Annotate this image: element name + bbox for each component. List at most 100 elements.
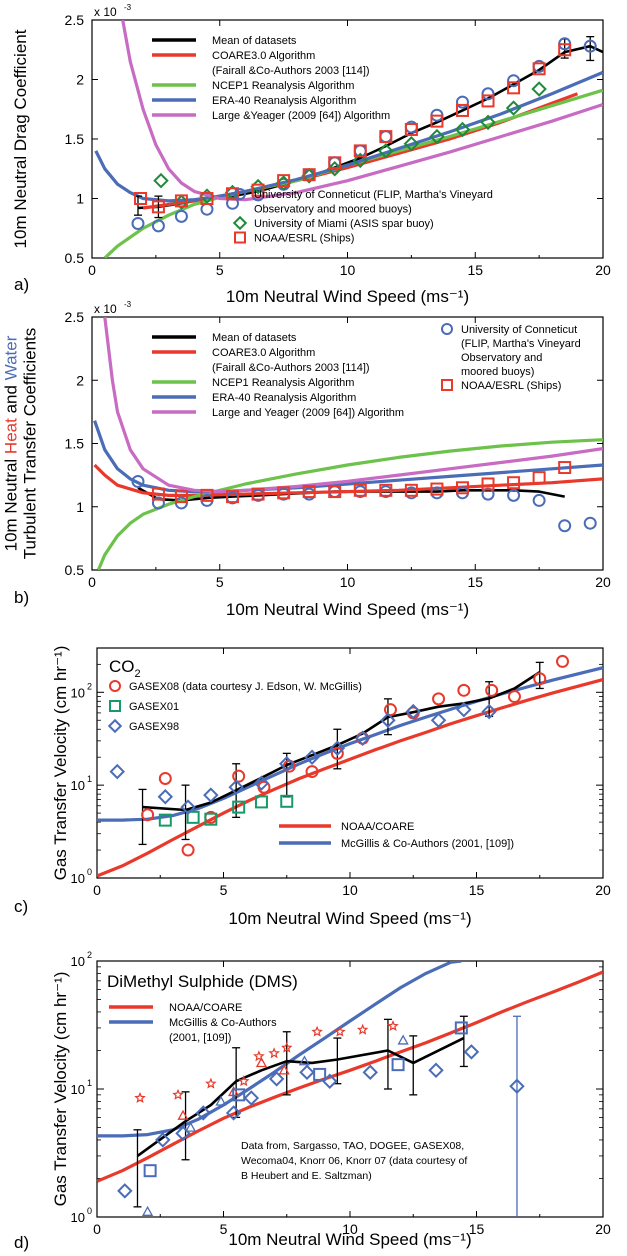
legend-marker: [234, 231, 246, 244]
y-axis-label-line: Turbulent Transfer Coefficients: [21, 328, 40, 560]
x-tick-label: 0: [88, 262, 96, 278]
legend-label: Observatory and: [461, 352, 542, 364]
data-point: [380, 712, 396, 728]
y-axis-label-part: Gas Transfer Velocity (cm hr⁻¹): [51, 972, 70, 1207]
data-point: [298, 1055, 311, 1066]
data-point: [356, 1023, 369, 1035]
legend: NOAA/COARE McGillis & Co-Authors (2001, [1…: [109, 1002, 277, 1044]
data-point: [200, 192, 214, 205]
x-tick-label: 20: [595, 882, 611, 898]
data-point: [301, 168, 317, 184]
x-tick-label: 15: [467, 574, 483, 590]
data-point: [531, 81, 547, 97]
data-point: [203, 787, 219, 803]
y-multiplier-exponent: -3: [124, 300, 132, 309]
x-tick-label: 20: [595, 574, 611, 590]
series-line: [93, 463, 603, 497]
data-point: [428, 1062, 444, 1079]
legend-marker: [109, 680, 121, 692]
data-point: [281, 1041, 293, 1053]
y-axis-label: Gas Transfer Velocity (cm hr⁻¹): [51, 646, 70, 881]
x-tick-label: 15: [467, 262, 483, 278]
y-axis-label-part: Turbulent Transfer Coefficients: [21, 328, 40, 560]
data-point: [174, 194, 188, 208]
data-point: [200, 488, 214, 502]
data-point: [226, 187, 240, 201]
data-point: [328, 156, 342, 170]
data-point: [328, 485, 342, 499]
data-point: [232, 1088, 246, 1102]
gas-label: DiMethyl Sulphide (DMS): [107, 972, 298, 991]
data-point: [151, 487, 165, 501]
data-point: [151, 496, 165, 510]
data-point: [481, 94, 495, 108]
data-point: [507, 690, 521, 704]
y-axis-label: Gas Transfer Velocity (cm hr⁻¹): [51, 972, 70, 1207]
x-tick-label: 5: [220, 882, 228, 898]
y-axis-label-part: and: [2, 380, 21, 418]
y-tick-label: 2: [76, 372, 84, 388]
data-point: [481, 703, 497, 720]
panel-label: b): [14, 588, 29, 607]
x-tick-label: 20: [595, 262, 611, 278]
data-point: [383, 703, 397, 717]
data-point: [485, 683, 499, 697]
data-point: [177, 1109, 189, 1120]
legend: Mean of datasets COARE3.0 Algorithm (Faira…: [152, 323, 581, 419]
data-point: [532, 493, 546, 507]
data-area: [97, 961, 603, 1217]
data-point: [354, 730, 371, 746]
data-area: [97, 654, 603, 878]
legend-marker: [232, 215, 248, 231]
data-point: [131, 216, 145, 230]
data-point: [404, 122, 418, 136]
legend-marker: [441, 379, 453, 391]
legend-label: GASEX01: [129, 701, 179, 713]
data-point: [174, 209, 188, 223]
data-point: [507, 488, 521, 502]
data-point: [329, 740, 346, 756]
y-tick-label: 10: [71, 685, 85, 700]
series-line: [142, 671, 541, 812]
data-point: [481, 87, 495, 101]
y-tick-label: 1.5: [65, 131, 85, 147]
legend-marker: [107, 718, 123, 734]
data-point: [430, 114, 444, 128]
data-point: [302, 168, 316, 182]
data-point: [151, 219, 165, 233]
legend-label: (Fairall &Co-Authors 2003 [114]): [212, 362, 370, 374]
legend-label: moored buoys): [461, 366, 534, 378]
y-tick-exponent: 1: [87, 774, 92, 784]
y-multiplier: x 10: [94, 5, 117, 19]
y-axis-label-part: 10m Neutral Drag Coefficient: [11, 29, 30, 248]
legend-label: NOAA/ESRL (Ships): [254, 233, 354, 245]
legend-label: Mean of datasets: [212, 332, 297, 344]
y-multiplier: x 10: [94, 302, 117, 316]
x-tick-label: 15: [469, 882, 485, 898]
data-point: [432, 692, 446, 706]
data-point: [454, 121, 471, 138]
y-tick-label: 10: [71, 954, 85, 969]
data-point: [275, 175, 292, 191]
data-point: [509, 1078, 525, 1095]
data-point: [109, 763, 125, 780]
data-point: [430, 482, 444, 496]
data-point: [280, 794, 294, 808]
data-point: [299, 1064, 315, 1081]
x-tick-label: 15: [469, 1221, 485, 1237]
data-source-note: B Heubert and E. Saltzman): [241, 1170, 372, 1182]
legend-label: (FLIP, Martha's Vineyard: [461, 338, 581, 350]
data-point: [391, 1058, 405, 1072]
data-point: [302, 485, 316, 499]
series-line: [94, 70, 603, 203]
data-point: [254, 795, 268, 809]
legend-label: NOAA/COARE: [341, 821, 414, 833]
legend: NOAA/COARE McGillis & Co-Authors (2001, […: [107, 680, 514, 850]
data-point: [463, 1044, 480, 1060]
x-tick-label: 0: [88, 574, 96, 590]
data-point: [456, 701, 472, 718]
data-point: [131, 474, 145, 488]
y-axis-label-part: Heat: [2, 418, 21, 454]
